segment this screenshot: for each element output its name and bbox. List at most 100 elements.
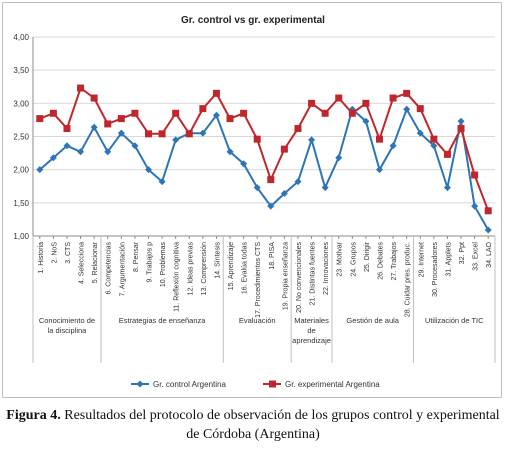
data-point-control bbox=[267, 202, 275, 210]
data-point-control bbox=[145, 166, 152, 174]
data-point-experimental bbox=[158, 130, 166, 138]
x-tick-label: 32. Ppt bbox=[459, 242, 466, 264]
data-point-experimental bbox=[212, 89, 220, 97]
x-tick-label: 11. Reflexión cognitiva bbox=[174, 242, 181, 312]
x-tick-label: 20. No convencionales bbox=[296, 242, 303, 313]
data-point-control bbox=[362, 117, 370, 125]
x-tick-label: 23. Motivar bbox=[337, 241, 344, 276]
data-point-control bbox=[36, 166, 44, 174]
data-point-experimental bbox=[457, 125, 465, 133]
data-point-control bbox=[172, 136, 180, 144]
data-point-experimental bbox=[348, 109, 356, 117]
y-tick-label: 3,50 bbox=[13, 66, 29, 75]
x-tick-label: 2. NoS bbox=[51, 242, 58, 264]
x-tick-label: 17. Procedimientos CTS bbox=[255, 242, 262, 318]
group-label: Estrategias de enseñanza bbox=[119, 316, 207, 325]
x-tick-label: 6. Competencias bbox=[106, 242, 113, 295]
data-point-control bbox=[49, 154, 57, 162]
data-point-control bbox=[403, 105, 411, 113]
x-tick-label: 31. Applets bbox=[445, 242, 452, 277]
data-point-experimental bbox=[267, 176, 275, 184]
chart-title: Gr. control vs gr. experimental bbox=[181, 15, 325, 26]
x-tick-label: 10. Problemas bbox=[160, 242, 167, 288]
legend-label: Gr. experimental Argentina bbox=[285, 380, 380, 389]
x-tick-label: 3. CTS bbox=[65, 242, 72, 264]
x-tick-label: 16. Evalúa todas bbox=[242, 242, 249, 295]
data-point-control bbox=[308, 136, 316, 144]
data-point-control bbox=[321, 184, 329, 192]
data-point-experimental bbox=[77, 84, 85, 92]
data-point-experimental bbox=[294, 125, 302, 133]
data-point-control bbox=[443, 184, 451, 192]
chart-frame: Gr. control vs gr. experimental 1,00 1,50 2… bbox=[2, 2, 502, 398]
x-tick-label: 4. Selecciona bbox=[79, 242, 86, 284]
x-tick-label: 25. Dirigir bbox=[364, 241, 371, 272]
data-point-experimental bbox=[280, 145, 288, 153]
x-tick-label: 12. Ideas previas bbox=[187, 242, 194, 296]
x-tick-label: 9. Trabajos p bbox=[147, 242, 154, 283]
data-point-experimental bbox=[49, 109, 57, 117]
data-point-experimental bbox=[36, 115, 44, 123]
data-point-control bbox=[117, 129, 125, 137]
data-point-experimental bbox=[104, 120, 112, 128]
y-tick-label: 1,50 bbox=[13, 199, 29, 208]
data-point-experimental bbox=[131, 109, 139, 117]
y-tick-label: 2,00 bbox=[13, 166, 29, 175]
data-point-control bbox=[240, 160, 248, 168]
series-line-experimental bbox=[39, 86, 490, 212]
data-point-experimental bbox=[484, 207, 492, 215]
data-point-control bbox=[158, 178, 166, 186]
figure-caption-text: Resultados del protocolo de observación … bbox=[60, 408, 500, 442]
legend-marker bbox=[269, 380, 276, 388]
data-point-control bbox=[416, 129, 424, 137]
data-point-control bbox=[131, 142, 139, 150]
data-point-control bbox=[484, 226, 492, 234]
x-tick-label: 5. Relacionar bbox=[92, 241, 99, 283]
data-point-experimental bbox=[199, 105, 207, 113]
legend-label: Gr. control Argentina bbox=[153, 380, 226, 389]
figure-caption: Figura 4. Resultados del protocolo de ob… bbox=[0, 406, 506, 444]
line-chart: Gr. control vs gr. experimental 1,00 1,50 2… bbox=[13, 15, 496, 389]
data-point-control bbox=[104, 148, 112, 156]
data-point-experimental bbox=[253, 135, 261, 143]
data-point-control bbox=[77, 148, 85, 156]
data-point-experimental bbox=[321, 109, 329, 117]
data-point-experimental bbox=[240, 109, 248, 117]
data-point-experimental bbox=[90, 94, 98, 102]
x-tick-label: 24. Grupos bbox=[350, 242, 357, 277]
x-tick-label: 19. Propia enseñanza bbox=[282, 242, 289, 310]
data-point-experimental bbox=[430, 135, 438, 143]
data-point-control bbox=[212, 111, 220, 119]
data-point-experimental bbox=[185, 130, 193, 138]
data-point-control bbox=[430, 142, 438, 150]
data-point-experimental bbox=[389, 94, 397, 102]
data-point-experimental bbox=[403, 89, 411, 97]
data-point-experimental bbox=[226, 115, 234, 123]
figure-label: Figura 4. bbox=[6, 408, 61, 423]
x-tick-label: 28. Cuidar pres. produc. bbox=[405, 242, 412, 317]
data-point-control bbox=[471, 202, 479, 210]
y-tick-label: 3,00 bbox=[13, 99, 29, 108]
data-point-control bbox=[280, 190, 288, 198]
data-point-control bbox=[226, 148, 234, 156]
legend-marker bbox=[136, 380, 144, 388]
data-point-experimental bbox=[471, 171, 479, 179]
x-tick-label: 8. Pensar bbox=[133, 241, 140, 272]
x-tick-label: 27. Trabajos bbox=[391, 242, 398, 281]
data-point-experimental bbox=[172, 109, 180, 117]
data-point-control bbox=[199, 129, 207, 137]
x-tick-label: 1. Historia bbox=[38, 242, 45, 274]
data-point-experimental bbox=[145, 130, 152, 138]
y-tick-label: 2,50 bbox=[13, 133, 29, 142]
data-point-experimental bbox=[376, 135, 383, 143]
x-tick-label: 7. Argumentación bbox=[119, 242, 126, 297]
data-point-experimental bbox=[117, 115, 125, 123]
group-label: Conocimiento de la disciplina bbox=[39, 316, 95, 335]
group-label: Evaluación bbox=[239, 316, 276, 325]
data-point-control bbox=[90, 123, 98, 131]
series-line-control bbox=[39, 106, 490, 231]
data-point-control bbox=[294, 178, 302, 186]
data-point-experimental bbox=[416, 105, 424, 113]
group-label: Gestión de aula bbox=[346, 316, 399, 325]
group-label: Utilización de TIC bbox=[425, 316, 484, 325]
